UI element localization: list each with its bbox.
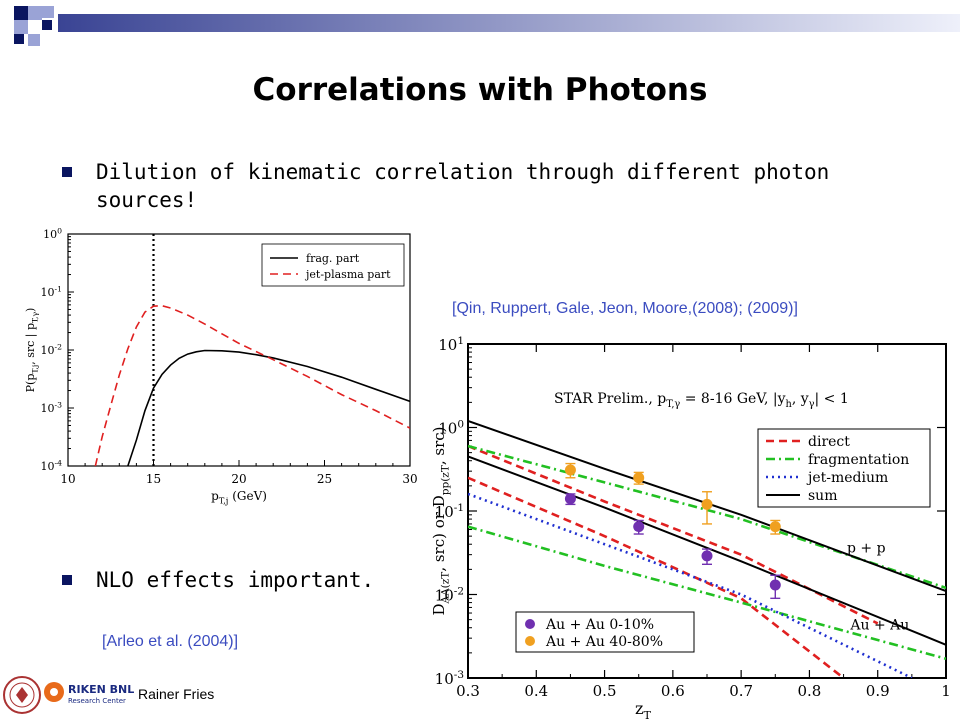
x-axis-label: zT [635, 699, 651, 720]
citation-qin: [Qin, Ruppert, Gale, Jeon, Moore,(2008);… [452, 300, 798, 317]
x-tick-label: 30 [402, 472, 417, 486]
bullet-marker [62, 575, 72, 585]
chart-title-annotation: STAR Prelim., pT,γ = 8-16 GeV, |yh, yγ| … [554, 391, 849, 410]
deco-square [42, 20, 52, 30]
x-tick-label: 1 [941, 682, 951, 700]
y-tick-label: 10-3 [41, 401, 63, 415]
deco-square [14, 6, 28, 20]
data-point [769, 521, 781, 533]
y-tick-label: 10-3 [435, 669, 464, 688]
x-tick-label: 15 [146, 472, 161, 486]
deco-square [28, 6, 42, 20]
y-tick-label: 10-1 [435, 502, 464, 521]
data-point [633, 472, 645, 484]
x-tick-label: 0.4 [524, 682, 548, 700]
header-gradient-bar [58, 14, 960, 32]
deco-square [14, 20, 28, 34]
x-tick-label: 0.3 [456, 682, 480, 700]
citation-arleo: [Arleo et al. (2004)] [102, 633, 239, 650]
points-legend-label: Au + Au 40-80% [545, 634, 663, 650]
deco-square [42, 6, 54, 18]
legend-label: sum [808, 488, 837, 504]
y-tick-label: 100 [438, 419, 464, 438]
corner-decoration [14, 6, 960, 46]
x-axis-label: pT,j (GeV) [211, 489, 267, 506]
annotation-auau: Au + Au [849, 618, 909, 634]
data-point [564, 464, 576, 476]
legend-label: direct [808, 434, 850, 450]
x-tick-label: 0.9 [866, 682, 890, 700]
annotation-pp: p + p [847, 540, 886, 556]
y-tick-label: 10-1 [41, 285, 63, 299]
y-tick-label: 10-4 [41, 459, 63, 473]
y-tick-label: 100 [43, 227, 62, 241]
y-tick-label: 10-2 [41, 343, 63, 357]
bullet-text-1-continued: sources! [96, 188, 198, 212]
data-point [769, 579, 781, 591]
series-line-1 [94, 304, 410, 466]
slide-title: Correlations with Photons [252, 72, 708, 108]
series-line-0 [127, 349, 410, 466]
series-group [468, 419, 946, 678]
data-point [564, 493, 576, 505]
points-legend-label: Au + Au 0-10% [545, 617, 654, 633]
x-tick-label: 25 [317, 472, 332, 486]
points-legend-box [515, 611, 695, 653]
series-line-4 [468, 492, 913, 678]
riken-bnl-logo: RIKEN BNL Research Center [44, 682, 134, 705]
deco-square [14, 34, 24, 44]
x-tick-label: 0.8 [797, 682, 821, 700]
legend-label: frag. part [306, 252, 360, 265]
data-point [701, 498, 713, 510]
x-tick-label: 20 [231, 472, 246, 486]
deco-square [28, 34, 40, 46]
deco-square [28, 20, 42, 34]
points-legend-marker [525, 636, 535, 646]
series-line-5 [468, 419, 946, 592]
x-tick-label: 10 [60, 472, 75, 486]
right-chart: 0.3 0.4 0.5 0.6 0.7 0.8 0.9 1 101 100 10-1 10-2 10-3… [430, 336, 951, 720]
data-point [701, 550, 713, 562]
y-axis-label: P(pT,j, src | pT,γ) [24, 308, 39, 393]
y-tick-label: 101 [438, 336, 464, 354]
series-group [94, 304, 410, 466]
series-line-3 [468, 525, 946, 661]
x-tick-label: 0.5 [593, 682, 617, 700]
points-legend-marker [525, 619, 535, 629]
x-tick-label: 0.7 [729, 682, 753, 700]
legend-box [261, 243, 405, 287]
series-line-6 [468, 455, 946, 646]
legend-label: jet-plasma part [304, 268, 391, 281]
y-axis-label: DAA(zT, src) or Dpp(zT, src) [430, 426, 452, 615]
legend-label: jet-medium [806, 470, 888, 486]
x-tick-label: 0.6 [661, 682, 685, 700]
series-line-2 [468, 444, 946, 590]
y-tick-label: 10-2 [435, 586, 464, 605]
author-name: Rainer Fries [138, 686, 215, 702]
svg-text:RIKEN BNL: RIKEN BNL [68, 683, 134, 696]
series-line-1 [468, 476, 845, 678]
bullet-text-1: Dilution of kinematic correlation throug… [96, 160, 830, 184]
bullet-text-2: NLO effects important. [96, 568, 375, 592]
data-point [633, 521, 645, 533]
bullet-marker [62, 167, 72, 177]
university-seal-icon [3, 676, 41, 714]
svg-text:Research Center: Research Center [68, 697, 126, 705]
legend-label: fragmentation [808, 452, 909, 468]
left-chart: 10 15 20 25 30 100 10-1 10-2 10-3 10-4 pT,j (GeV) P… [24, 227, 418, 506]
